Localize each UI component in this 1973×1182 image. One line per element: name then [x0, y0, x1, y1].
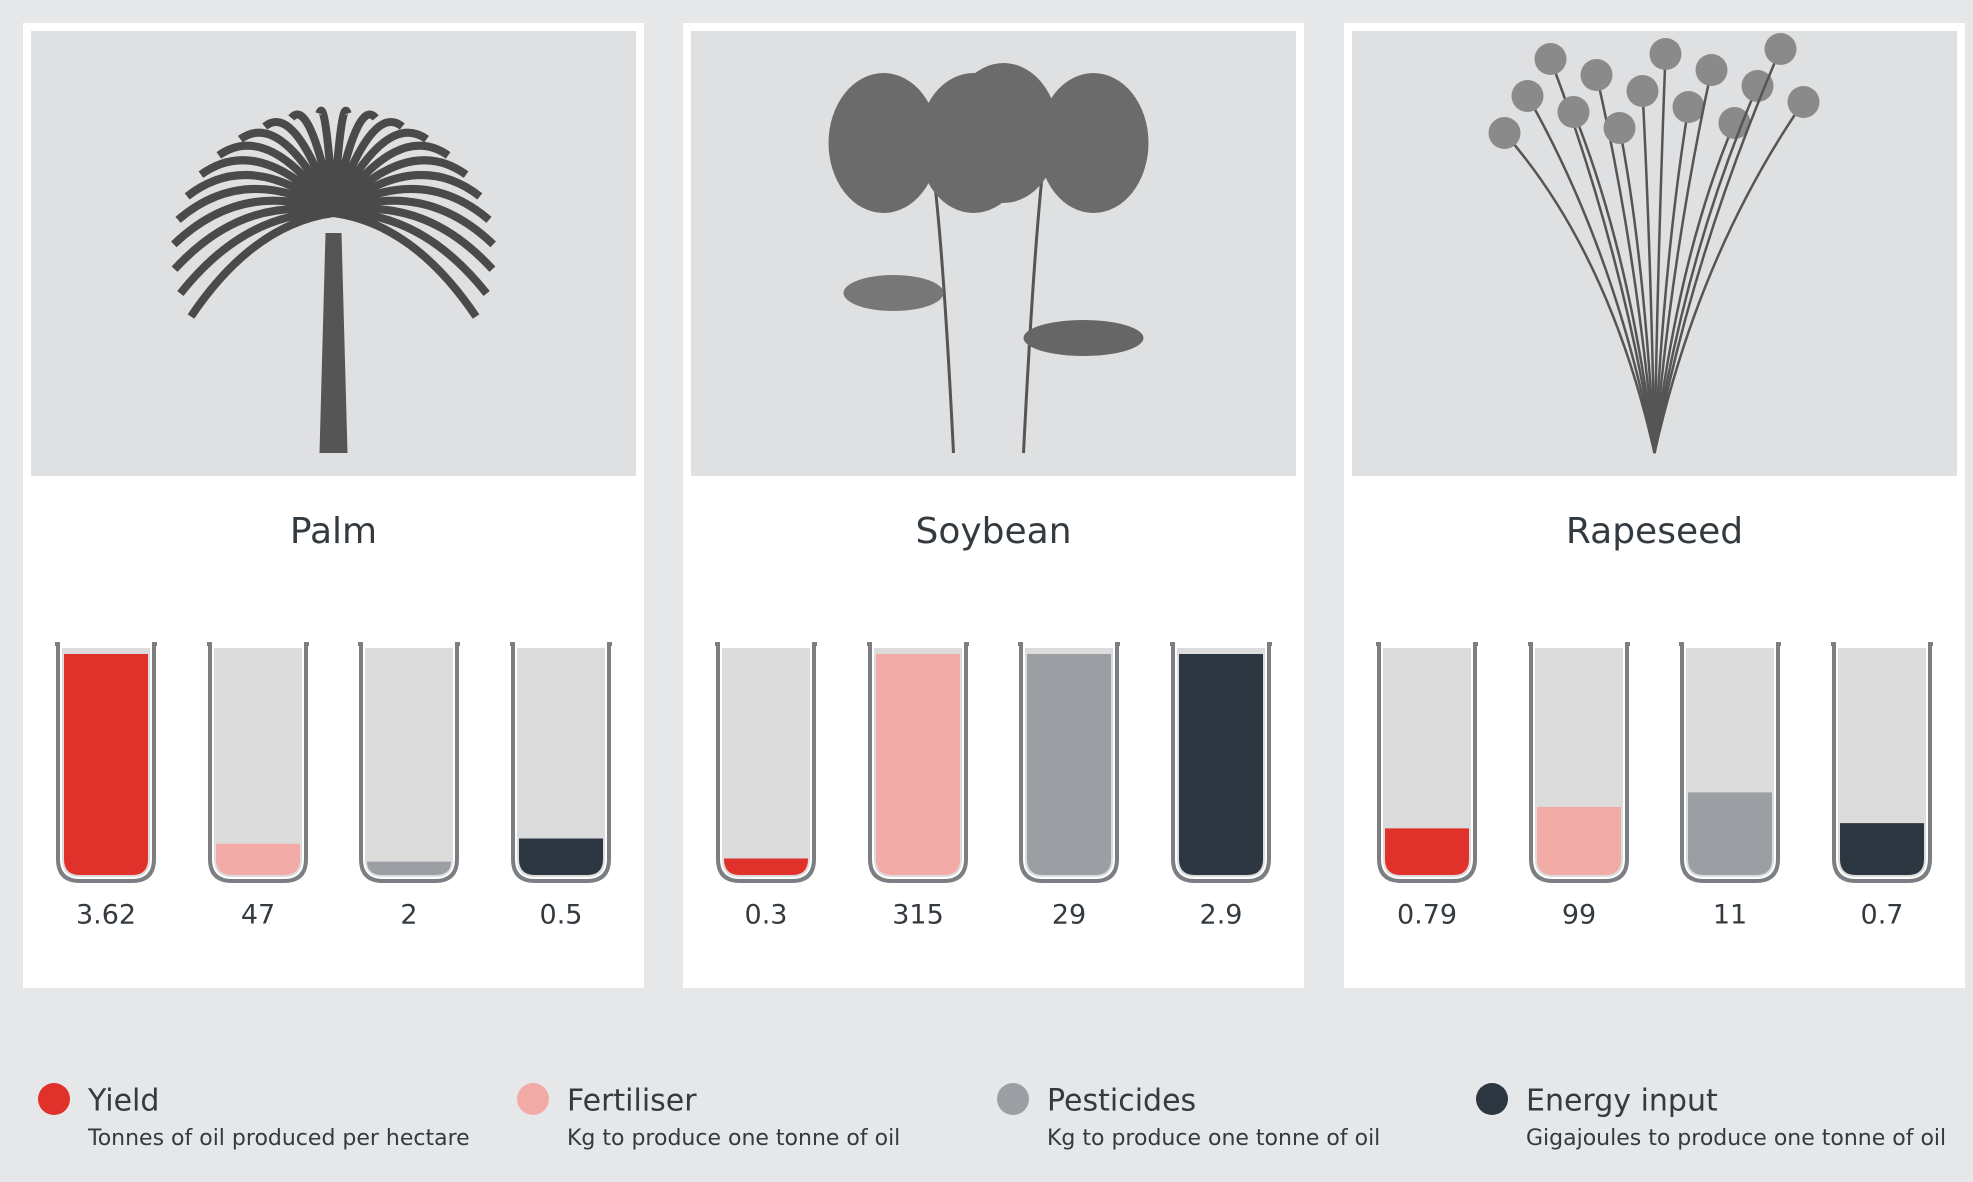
infographic: Palm 3.62 47 2 0.5 Soybean 0.3 315 29 2.9 Rapeseed…	[0, 0, 1973, 1182]
tube-fill	[1537, 807, 1621, 875]
legend-name: Energy input	[1526, 1084, 1718, 1119]
crop-name: Palm	[290, 511, 377, 552]
value-label: 0.5	[540, 900, 583, 931]
legend-name: Pesticides	[1047, 1084, 1196, 1119]
legend-swatch	[38, 1083, 70, 1115]
flower	[1581, 59, 1613, 91]
tube-fill	[367, 862, 451, 875]
tube-fill	[1027, 654, 1111, 875]
flower	[1788, 86, 1820, 118]
flower	[1604, 112, 1636, 144]
value-label: 2	[400, 900, 417, 931]
tube-fill	[1688, 792, 1772, 875]
value-label: 2.9	[1200, 900, 1243, 931]
leaf	[844, 275, 944, 311]
legend-description: Kg to produce one tonne of oil	[567, 1126, 900, 1151]
flower	[1489, 117, 1521, 149]
value-label: 0.79	[1397, 900, 1457, 931]
flower	[1650, 38, 1682, 70]
tube-fill	[876, 654, 960, 875]
flower	[1765, 33, 1797, 65]
tube-fill	[64, 654, 148, 875]
flower	[1673, 91, 1705, 123]
legend-name: Yield	[87, 1084, 159, 1119]
value-label: 29	[1052, 900, 1086, 931]
tube-fill	[724, 859, 808, 875]
flower	[1558, 96, 1590, 128]
legend-description: Tonnes of oil produced per hectare	[87, 1126, 470, 1151]
value-label: 0.3	[745, 900, 788, 931]
legend-name: Fertiliser	[567, 1084, 697, 1119]
legend-swatch	[517, 1083, 549, 1115]
tube-inner	[214, 648, 302, 877]
value-label: 99	[1562, 900, 1596, 931]
value-label: 3.62	[76, 900, 136, 931]
flower	[1696, 54, 1728, 86]
value-label: 315	[892, 900, 944, 931]
flower	[1535, 43, 1567, 75]
tube-fill	[1840, 823, 1924, 875]
leaf	[1024, 320, 1144, 356]
tube-fill	[1385, 828, 1469, 875]
value-label: 47	[241, 900, 275, 931]
tube-fill	[216, 844, 300, 875]
crop-name: Soybean	[915, 511, 1071, 552]
legend-description: Kg to produce one tonne of oil	[1047, 1126, 1380, 1151]
tube-fill	[1179, 654, 1263, 875]
panels: Palm 3.62 47 2 0.5 Soybean 0.3 315 29 2.9 Rapeseed…	[23, 23, 1965, 988]
tube-inner	[365, 648, 453, 877]
flower	[1627, 75, 1659, 107]
tube-inner	[722, 648, 810, 877]
leaf	[1039, 73, 1149, 213]
crop-name: Rapeseed	[1566, 511, 1743, 552]
value-label: 0.7	[1861, 900, 1904, 931]
value-label: 11	[1713, 900, 1747, 931]
tube-fill	[519, 839, 603, 875]
flower	[1512, 80, 1544, 112]
legend-swatch	[997, 1083, 1029, 1115]
legend-swatch	[1476, 1083, 1508, 1115]
legend-description: Gigajoules to produce one tonne of oil	[1526, 1126, 1946, 1151]
